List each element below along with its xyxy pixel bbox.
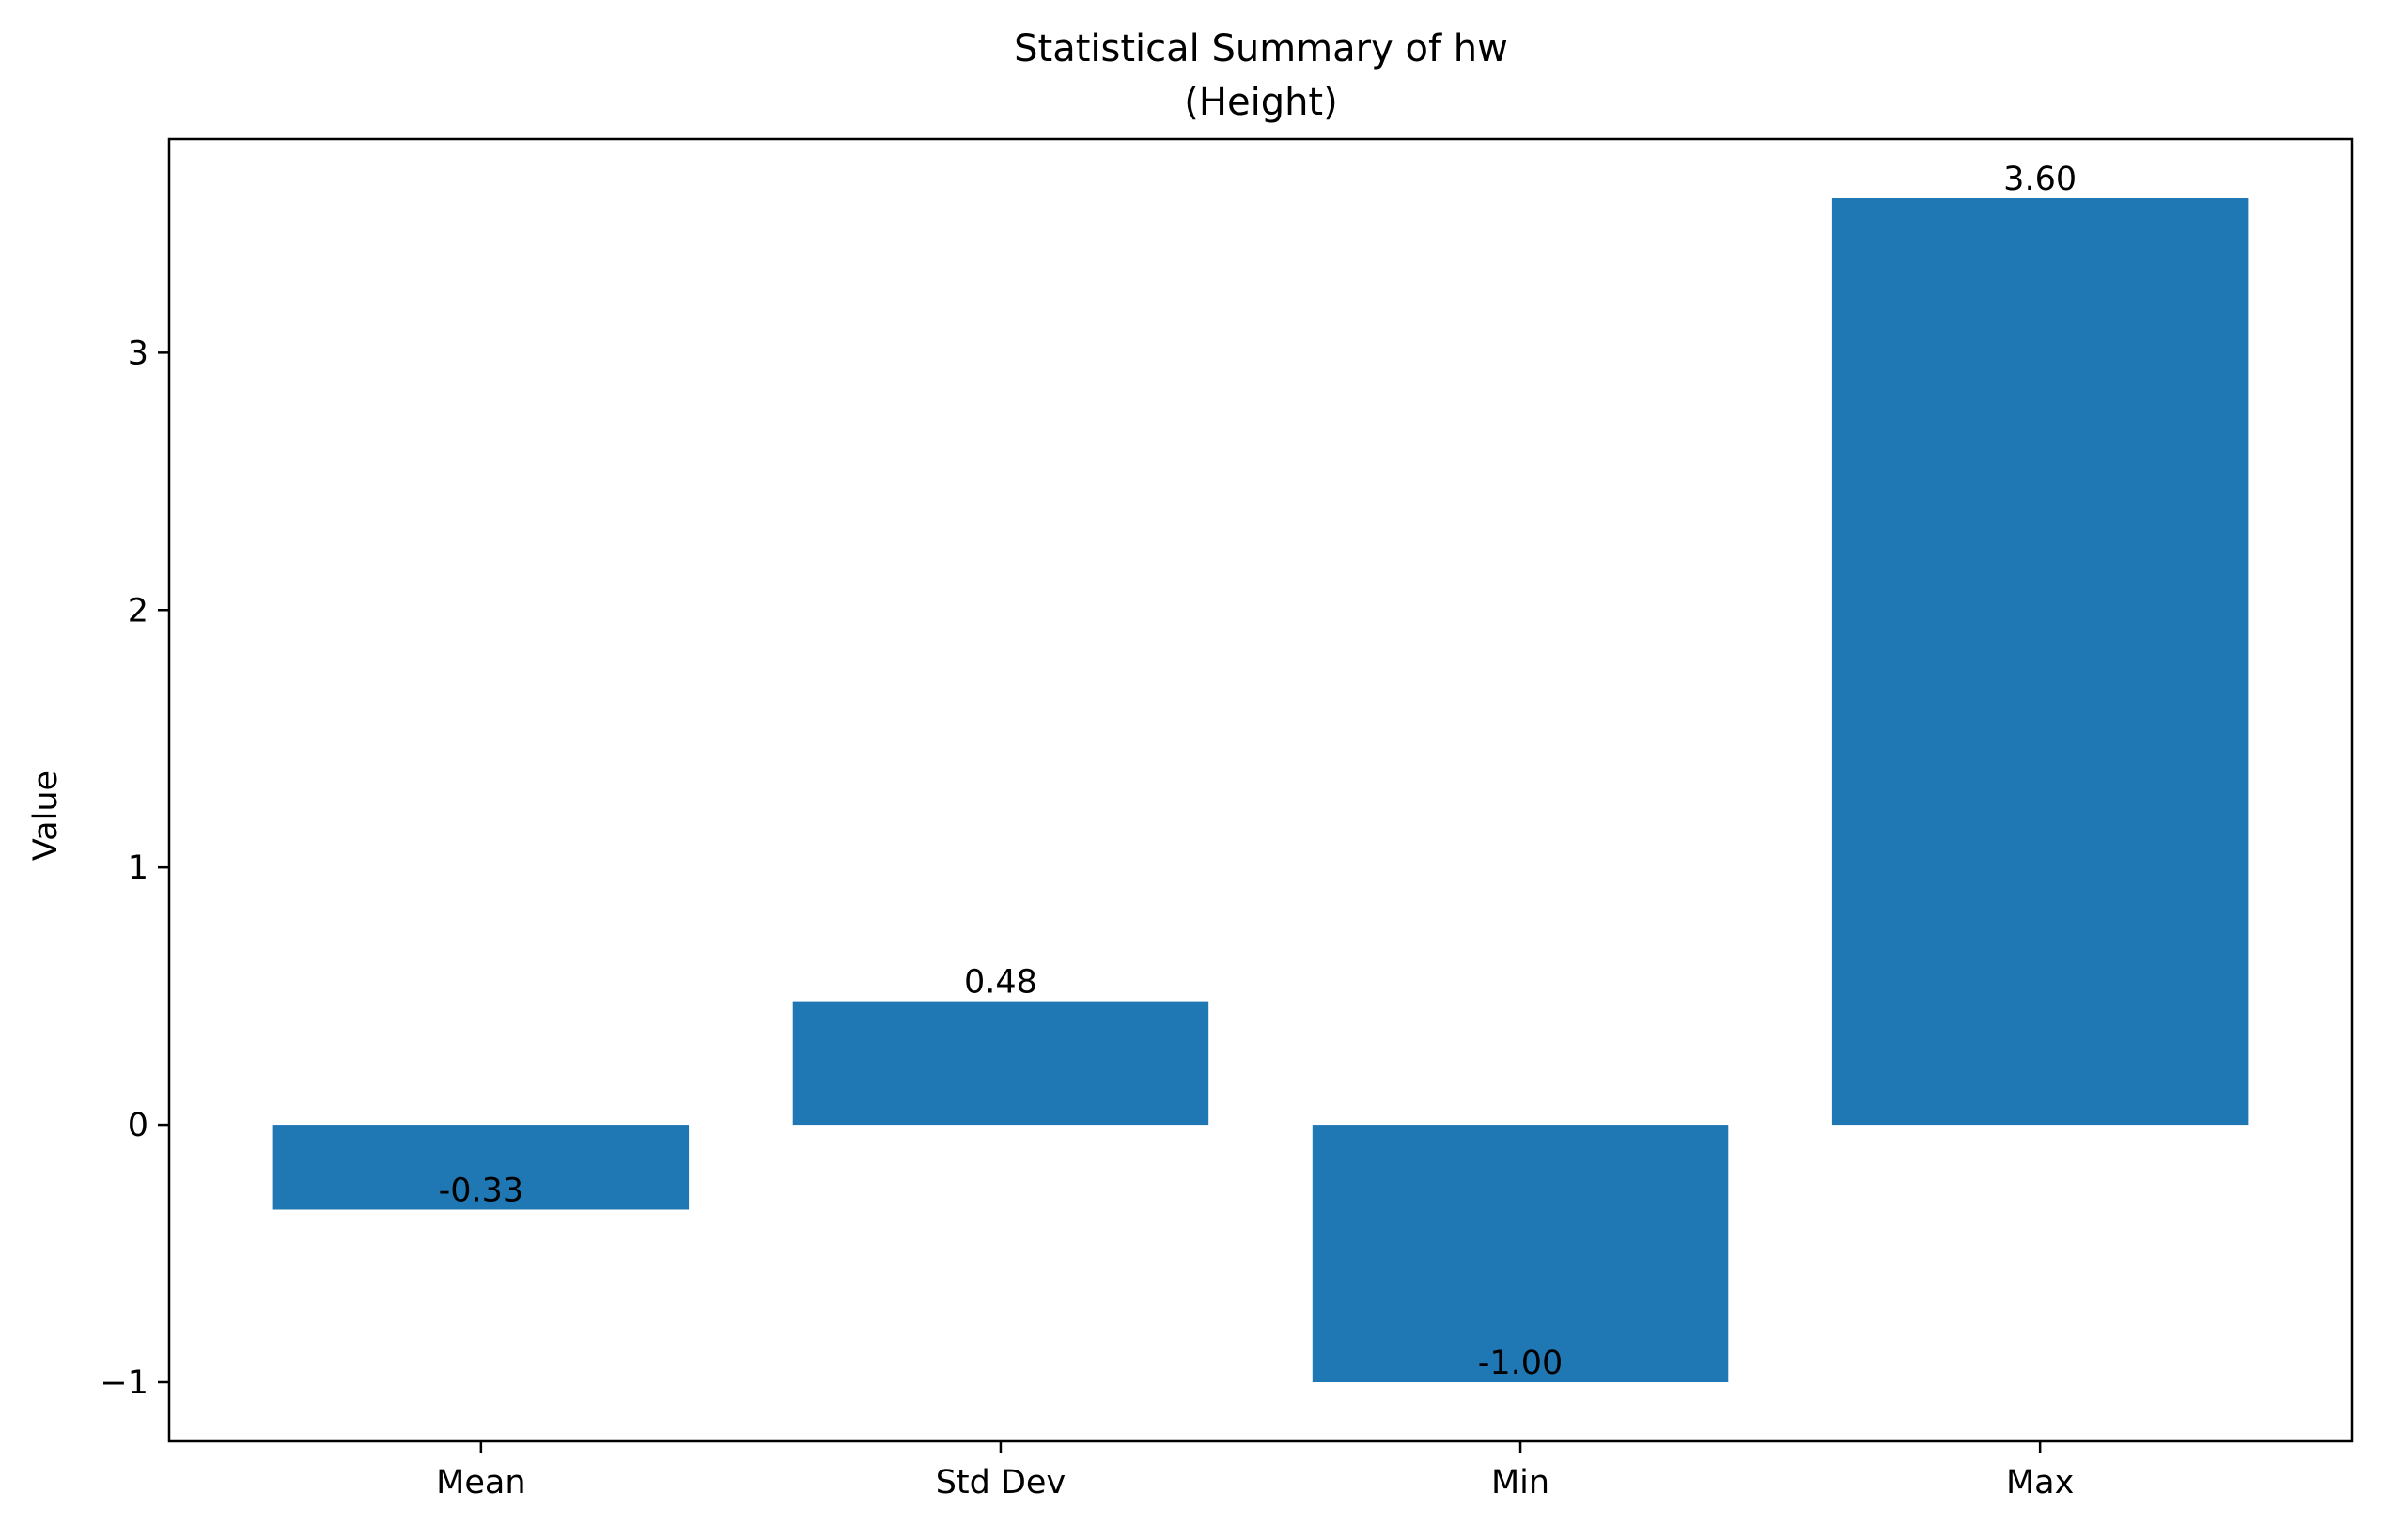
y-tick-label: 3 bbox=[128, 334, 148, 372]
x-tick-label: Min bbox=[1491, 1464, 1549, 1501]
plot-frame bbox=[167, 137, 2354, 1443]
y-tick-label: 0 bbox=[128, 1107, 148, 1144]
bar-value-label: -0.33 bbox=[439, 1172, 524, 1209]
bar-mean bbox=[272, 1125, 690, 1210]
x-tick-label: Std Dev bbox=[936, 1464, 1066, 1501]
bar-max bbox=[1831, 198, 2249, 1126]
bars-group bbox=[272, 198, 2249, 1382]
y-tick-label: 1 bbox=[128, 849, 148, 887]
y-axis-label: Value bbox=[27, 770, 65, 861]
bar-min bbox=[1312, 1125, 1729, 1382]
bar-value-label: 0.48 bbox=[964, 964, 1037, 1002]
bar-value-label: -1.00 bbox=[1478, 1345, 1564, 1382]
chart-title: Statistical Summary of hw bbox=[1014, 27, 1508, 70]
bar-labels-group: -0.33 0.48 -1.00 3.60 bbox=[439, 161, 2078, 1382]
y-axis-ticks: −1 0 1 2 3 bbox=[100, 334, 169, 1402]
y-tick-label: 2 bbox=[128, 592, 148, 630]
bar-value-label: 3.60 bbox=[2003, 161, 2077, 198]
y-tick-label: −1 bbox=[100, 1364, 148, 1402]
x-tick-label: Mean bbox=[436, 1464, 525, 1501]
chart-subtitle: (Height) bbox=[1184, 81, 1337, 124]
x-axis-ticks: Mean Std Dev Min Max bbox=[436, 1441, 2074, 1501]
x-tick-label: Max bbox=[2006, 1464, 2074, 1501]
bar-std-dev bbox=[792, 1001, 1209, 1126]
